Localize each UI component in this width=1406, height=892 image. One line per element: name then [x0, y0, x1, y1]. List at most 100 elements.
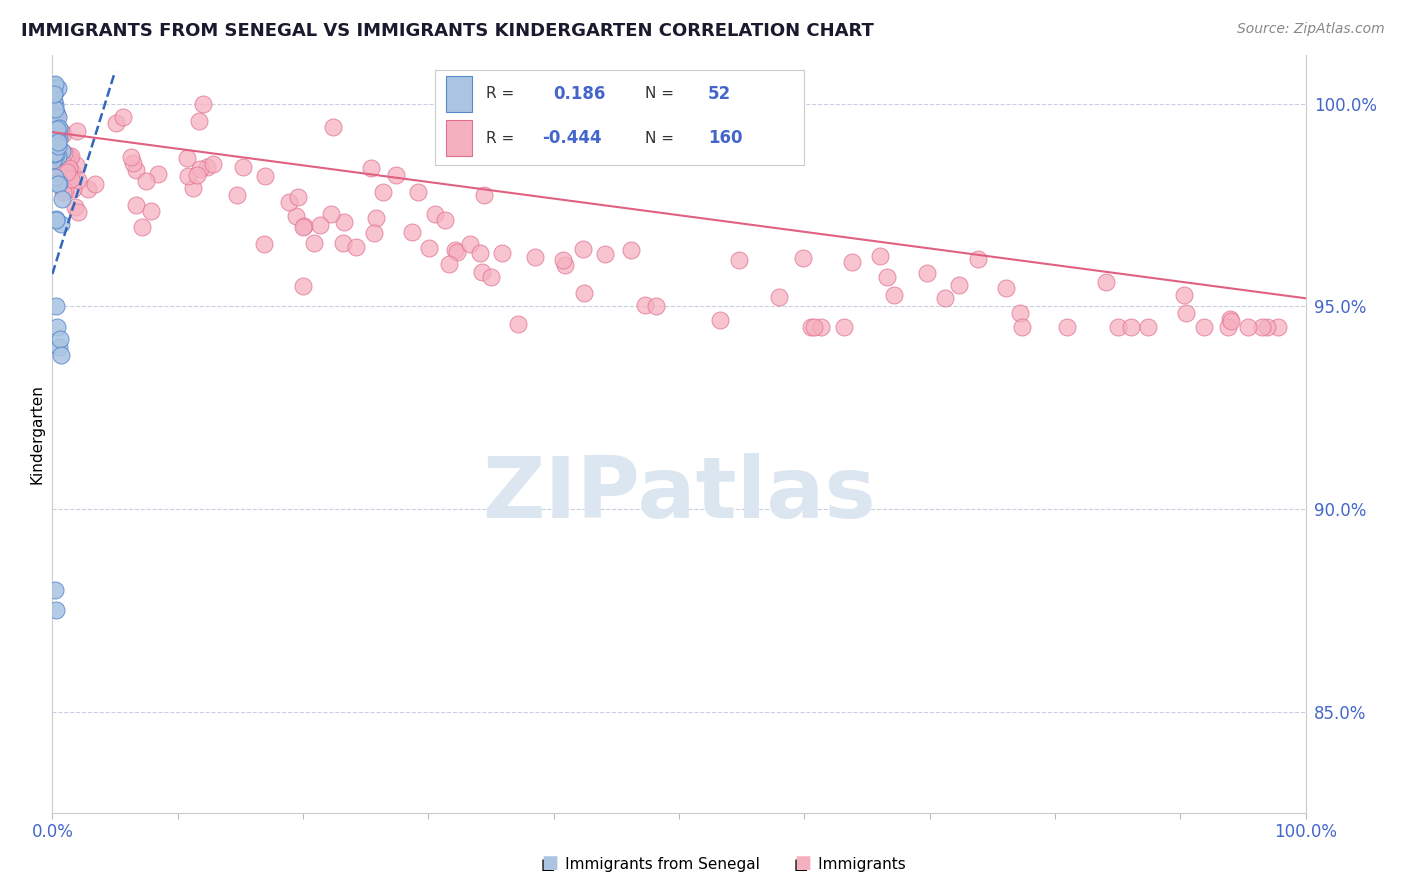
Point: [188, 162, 211, 177]
Text: Source: ZipAtlas.com: Source: ZipAtlas.com: [1237, 22, 1385, 37]
Point: [48, 159, 70, 173]
Point: [1192, 319, 1215, 334]
Point: [1107, 319, 1129, 334]
Point: [384, 169, 406, 183]
Point: [44, 139, 66, 153]
Point: [44, 160, 66, 174]
Point: [42, 83, 65, 97]
Point: [344, 240, 367, 254]
Point: [183, 181, 205, 195]
Point: [46, 178, 69, 192]
Point: [1237, 319, 1260, 334]
Point: [46, 80, 69, 95]
Point: [42, 125, 65, 139]
Point: [51, 348, 73, 362]
Point: [620, 243, 643, 257]
Point: [418, 242, 440, 256]
Point: [42, 146, 65, 161]
Point: [55, 162, 77, 177]
Point: [332, 235, 354, 250]
Point: [406, 186, 429, 200]
Point: [51, 192, 73, 206]
Point: [177, 169, 200, 183]
Point: [360, 161, 382, 175]
Point: [439, 257, 461, 271]
Point: [48, 138, 70, 153]
Point: [948, 277, 970, 292]
Point: [45, 105, 67, 120]
Point: [44, 136, 66, 151]
Point: [46, 136, 69, 151]
Point: [176, 151, 198, 165]
Point: [49, 332, 72, 346]
Point: [508, 317, 530, 331]
Point: [44, 582, 66, 597]
Point: [728, 253, 751, 268]
Point: [1011, 319, 1033, 334]
Point: [45, 125, 67, 139]
Point: [42, 132, 65, 146]
Point: [48, 120, 70, 135]
Point: [42, 123, 65, 137]
Point: [253, 237, 276, 252]
Point: [44, 169, 66, 184]
Point: [46, 319, 69, 334]
Point: [42, 116, 65, 130]
Point: [309, 218, 332, 232]
Point: [66, 173, 89, 187]
Point: [470, 246, 492, 260]
Point: [292, 220, 315, 235]
Point: [915, 267, 938, 281]
Point: [42, 123, 65, 137]
Point: [48, 132, 70, 146]
Point: [52, 150, 75, 164]
Point: [42, 131, 65, 145]
Point: [46, 147, 69, 161]
Point: [77, 181, 100, 195]
Point: [42, 126, 65, 140]
Text: ■  Immigrants: ■ Immigrants: [794, 857, 905, 872]
Point: [141, 204, 163, 219]
Point: [45, 212, 67, 227]
Point: [1256, 319, 1278, 334]
Point: [58, 151, 80, 165]
Point: [45, 134, 67, 148]
Point: [253, 169, 276, 183]
Point: [52, 128, 75, 142]
Point: [44, 77, 66, 91]
Point: [768, 290, 790, 304]
Point: [333, 215, 356, 229]
Point: [186, 168, 208, 182]
Point: [1220, 313, 1243, 327]
Point: [45, 299, 67, 313]
Point: [120, 149, 142, 163]
Point: [60, 165, 83, 179]
Point: [42, 136, 65, 151]
Point: [42, 153, 65, 167]
Point: [42, 78, 65, 93]
Point: [45, 603, 67, 617]
Point: [832, 319, 855, 334]
Point: [66, 204, 89, 219]
Point: [58, 161, 80, 175]
Point: [131, 219, 153, 234]
Text: ■  Immigrants from Senegal: ■ Immigrants from Senegal: [541, 857, 761, 872]
Point: [593, 247, 616, 261]
Point: [51, 125, 73, 139]
Point: [46, 110, 69, 124]
Point: [56, 165, 79, 179]
Point: [44, 122, 66, 136]
Point: [401, 225, 423, 239]
Point: [995, 280, 1018, 294]
Point: [42, 128, 65, 143]
Point: [810, 319, 832, 334]
Point: [803, 319, 825, 334]
Point: [302, 235, 325, 250]
Point: [42, 140, 65, 154]
Point: [1173, 287, 1195, 301]
Point: [45, 122, 67, 136]
Point: [363, 226, 385, 240]
Point: [195, 160, 218, 174]
Point: [51, 155, 73, 169]
Point: [65, 200, 87, 214]
